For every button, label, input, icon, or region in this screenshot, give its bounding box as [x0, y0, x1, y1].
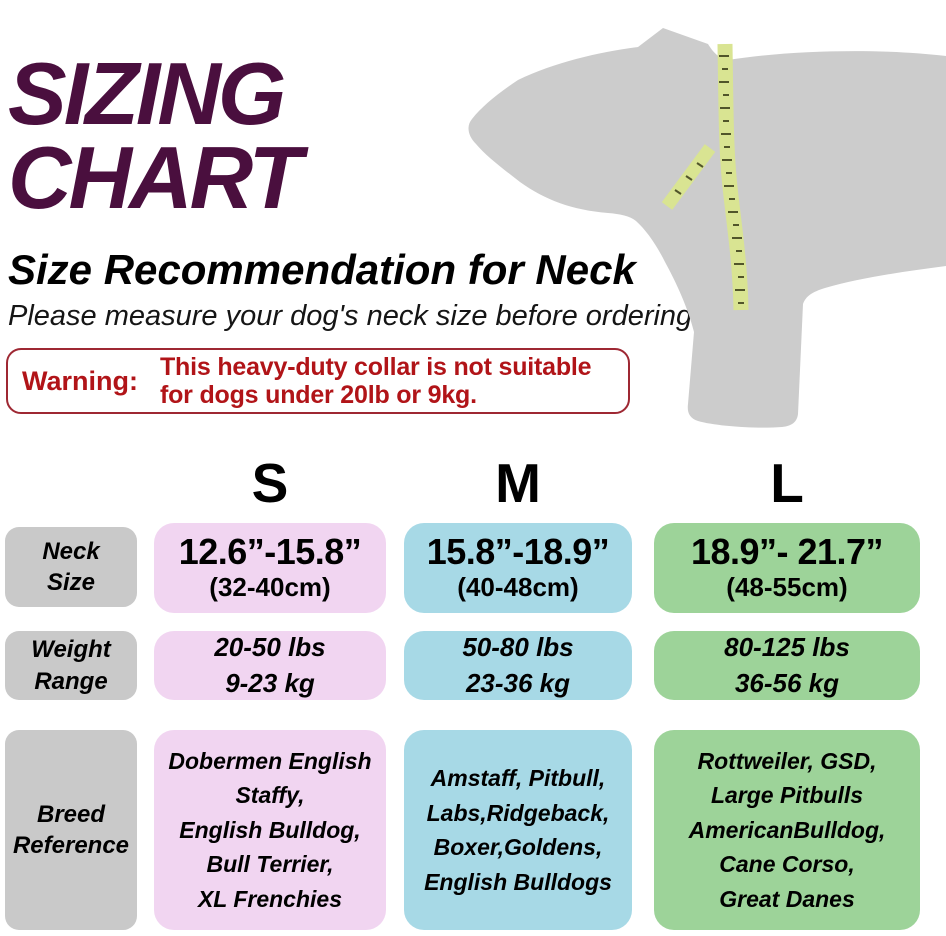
measure-note: Please measure your dog's neck size befo… [8, 300, 693, 332]
tape-tick-marks [674, 55, 745, 304]
weight-range-m-value: 50-80 lbs 23-36 kg [462, 632, 574, 698]
cell-breed-reference-m: Amstaff, Pitbull, Labs,Ridgeback, Boxer,… [404, 730, 632, 930]
column-header-l: L [770, 452, 804, 514]
column-header-s: S [251, 452, 289, 514]
cell-weight-range-l: 80-125 lbs 36-56 kg [654, 631, 920, 700]
row-label-breed-reference: Breed Reference [5, 730, 137, 930]
cell-neck-size-s: 12.6”-15.8” (32-40cm) [154, 523, 386, 613]
dog-silhouette [468, 28, 946, 428]
warning-box: Warning: This heavy-duty collar is not s… [6, 348, 630, 414]
row-label-neck-size: Neck Size [5, 527, 137, 607]
row-label-weight-range: Weight Range [5, 631, 137, 700]
column-header-m: M [495, 452, 541, 514]
neck-size-s-value: 12.6”-15.8” [178, 531, 362, 573]
weight-range-s-value: 20-50 lbs 9-23 kg [214, 632, 326, 698]
cell-breed-reference-s: Dobermen English Staffy, English Bulldog… [154, 730, 386, 930]
warning-message: This heavy-duty collar is not suitable f… [159, 353, 592, 409]
page-title: SIZING CHART [8, 44, 302, 227]
weight-range-l-value: 80-125 lbs 36-56 kg [724, 632, 850, 698]
cell-neck-size-m: 15.8”-18.9” (40-48cm) [404, 523, 632, 613]
breed-reference-m-value: Amstaff, Pitbull, Labs,Ridgeback, Boxer,… [424, 765, 612, 895]
neck-size-m-metric: (40-48cm) [457, 571, 579, 602]
cell-breed-reference-l: Rottweiler, GSD, Large Pitbulls American… [654, 730, 920, 930]
neck-size-s-metric: (32-40cm) [209, 571, 331, 602]
cell-weight-range-s: 20-50 lbs 9-23 kg [154, 631, 386, 700]
subtitle: Size Recommendation for Neck [8, 246, 636, 293]
warning-label: Warning: [22, 365, 138, 396]
dog-silhouette-graphic [468, 28, 946, 428]
breed-reference-s-value: Dobermen English Staffy, English Bulldog… [168, 747, 372, 912]
neck-size-l-value: 18.9”- 21.7” [690, 531, 884, 573]
cell-neck-size-l: 18.9”- 21.7” (48-55cm) [654, 523, 920, 613]
cell-weight-range-m: 50-80 lbs 23-36 kg [404, 631, 632, 700]
neck-size-l-metric: (48-55cm) [726, 571, 848, 602]
neck-size-m-value: 15.8”-18.9” [426, 531, 610, 573]
breed-reference-l-value: Rottweiler, GSD, Large Pitbulls American… [688, 747, 886, 912]
